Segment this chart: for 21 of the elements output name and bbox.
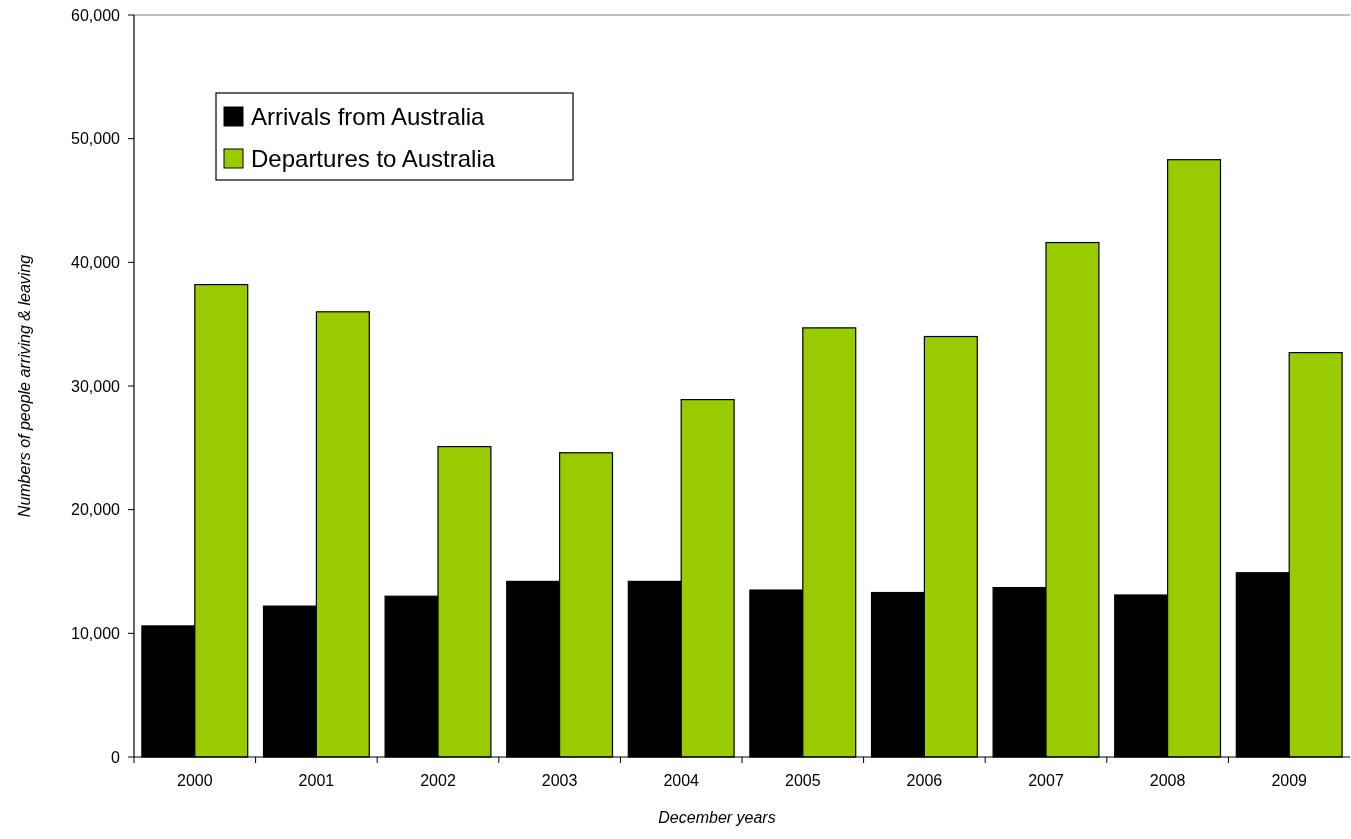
y-axis-title: Numbers of people arriving & leaving bbox=[16, 254, 33, 518]
x-tick-label: 2006 bbox=[906, 772, 943, 789]
y-tick-label: 10,000 bbox=[71, 624, 121, 642]
x-axis-title: December years bbox=[658, 809, 776, 826]
x-tick-label: 2008 bbox=[1149, 772, 1186, 789]
y-tick-label: 30,000 bbox=[71, 377, 121, 395]
y-tick-label: 50,000 bbox=[71, 130, 121, 148]
x-tick-label: 2002 bbox=[420, 772, 456, 789]
x-tick-label: 2009 bbox=[1271, 772, 1308, 789]
x-tick-label: 2007 bbox=[1028, 772, 1064, 789]
y-tick-label: 0 bbox=[111, 748, 121, 766]
x-tick-label: 2005 bbox=[785, 772, 821, 789]
legend-label: Departures to Australia bbox=[251, 145, 496, 173]
y-tick-label: 40,000 bbox=[71, 253, 121, 271]
y-tick-label: 20,000 bbox=[71, 501, 121, 519]
x-tick-label: 2001 bbox=[298, 772, 335, 789]
legend-label: Arrivals from Australia bbox=[251, 103, 486, 131]
x-tick-label: 2003 bbox=[541, 772, 578, 789]
x-tick-label: 2004 bbox=[663, 772, 700, 789]
y-tick-label: 60,000 bbox=[71, 6, 121, 24]
x-tick-label: 2000 bbox=[177, 772, 213, 789]
